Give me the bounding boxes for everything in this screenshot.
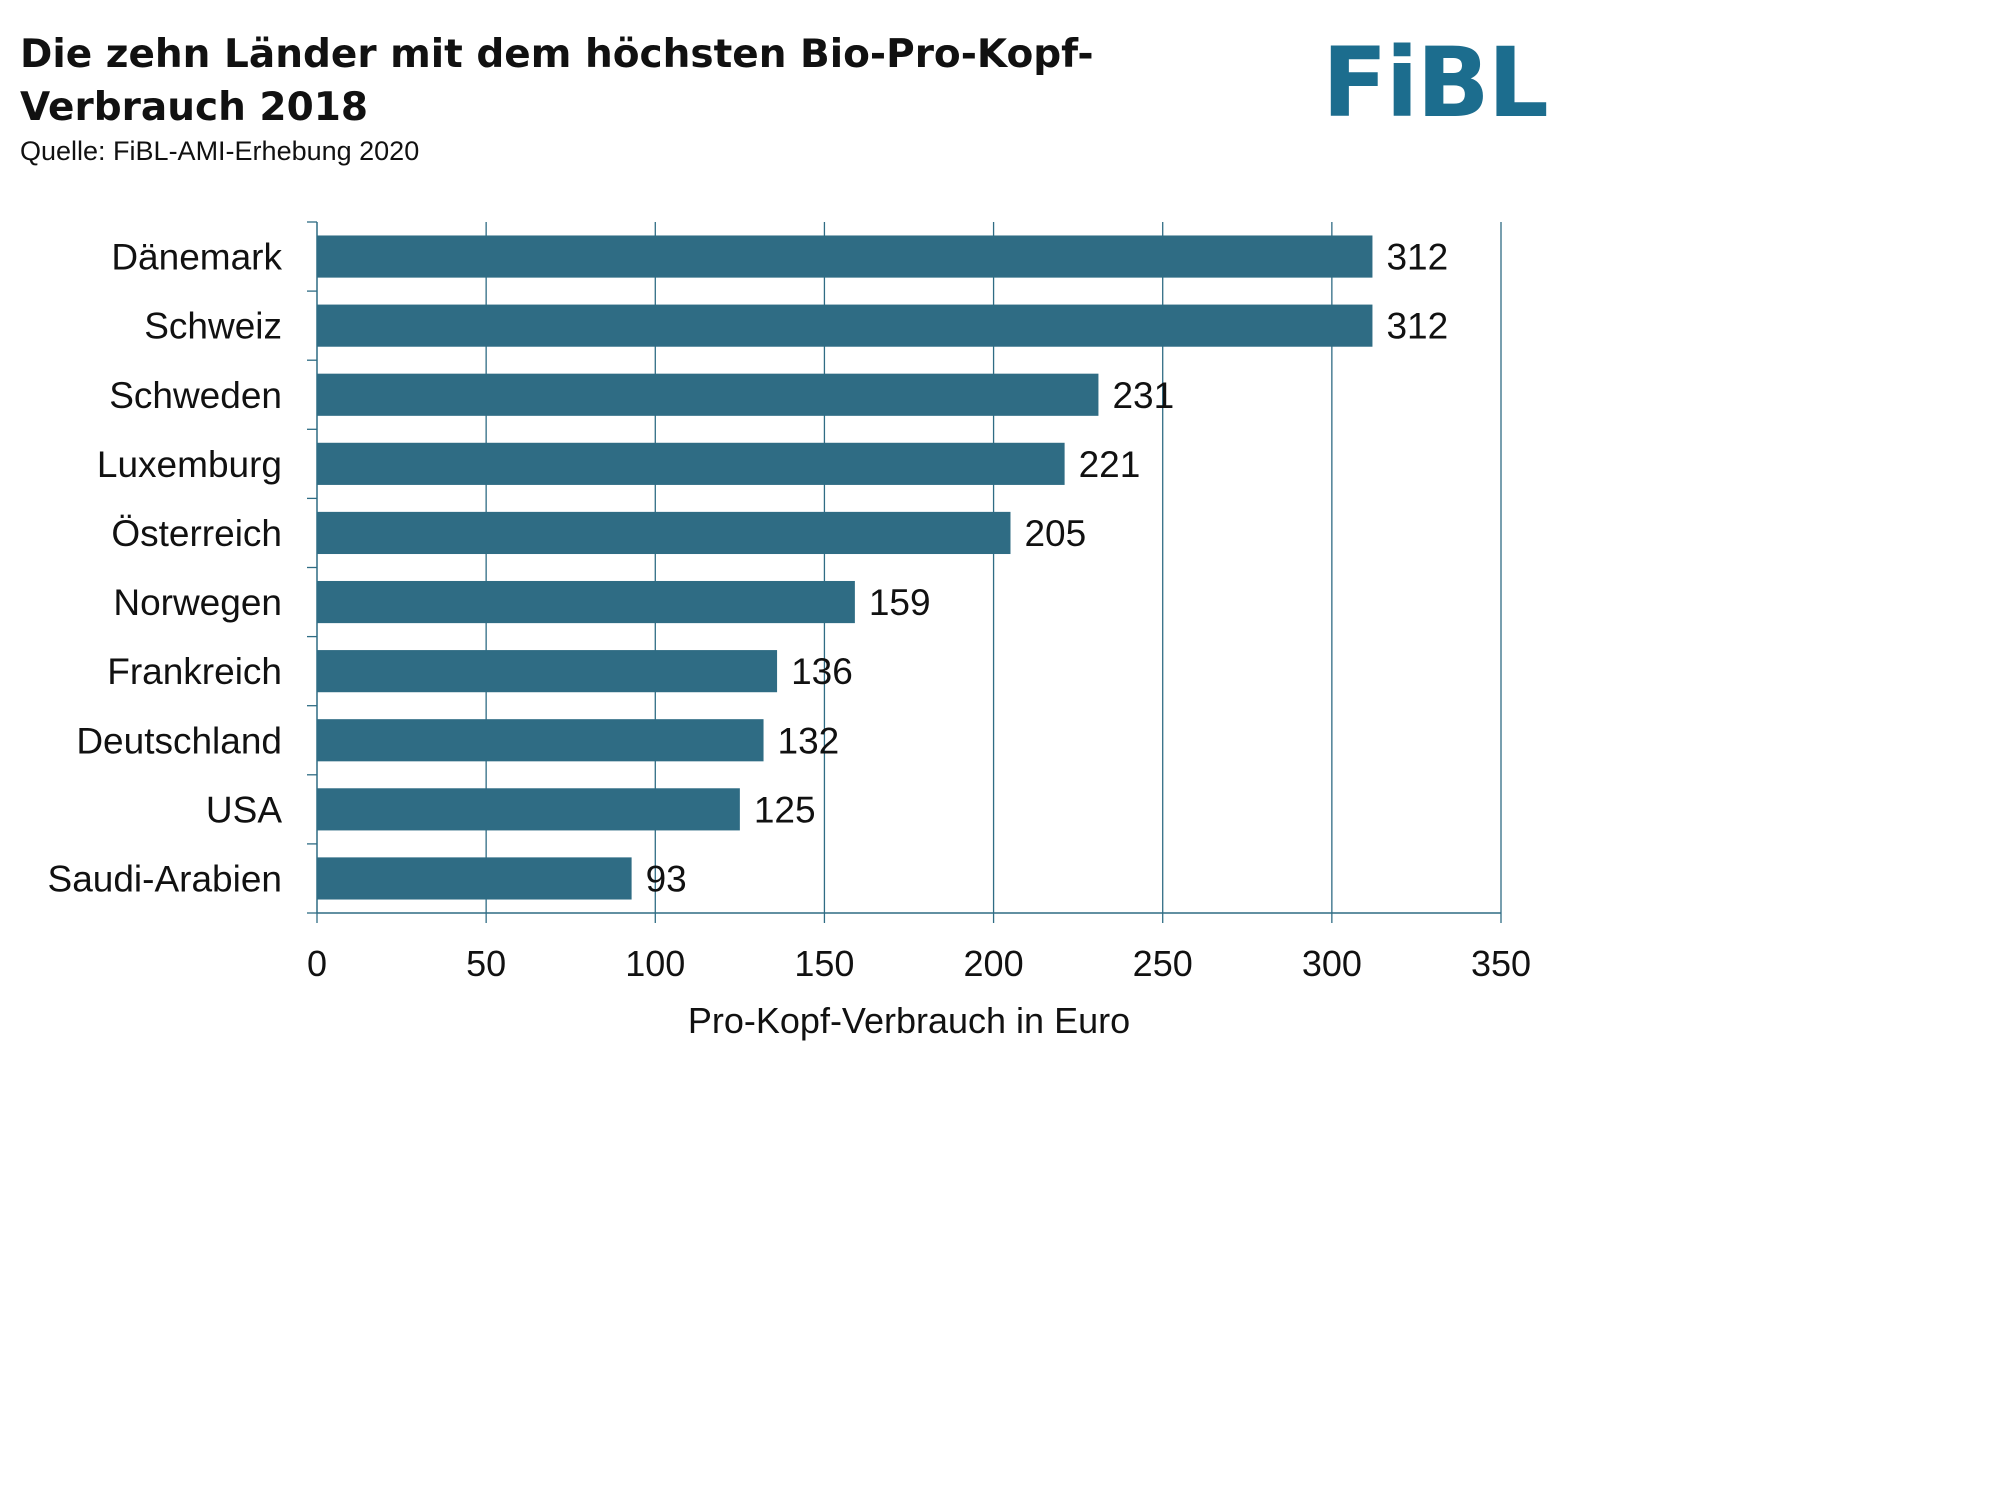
data-label: 312 — [1386, 237, 1448, 278]
bar — [317, 719, 764, 762]
data-label: 125 — [754, 789, 816, 830]
category-label: USA — [206, 789, 282, 830]
data-label: 136 — [791, 651, 853, 692]
bar — [317, 511, 1011, 555]
bar — [317, 580, 855, 624]
bar — [317, 650, 778, 693]
chart-title: Die zehn Länder mit dem höchsten Bio-Pro… — [20, 32, 1094, 130]
data-label: 205 — [1024, 513, 1086, 554]
x-tick-label: 250 — [1133, 943, 1193, 984]
axes — [307, 221, 1502, 923]
x-tick-label: 350 — [1471, 943, 1531, 984]
category-label: Saudi-Arabien — [48, 858, 282, 899]
chart-source: Quelle: FiBL-AMI-Erhebung 2020 — [20, 136, 420, 166]
category-label: Luxemburg — [97, 444, 282, 485]
bar — [317, 857, 632, 900]
data-label: 159 — [869, 582, 931, 623]
x-tick-label: 0 — [307, 943, 327, 984]
bar — [317, 304, 1373, 347]
bars — [317, 235, 1373, 900]
x-axis-title: Pro-Kopf-Verbrauch in Euro — [688, 1000, 1130, 1041]
bar — [317, 788, 740, 831]
category-label: Frankreich — [107, 651, 282, 692]
category-label: Dänemark — [111, 237, 282, 278]
category-label: Österreich — [111, 513, 282, 554]
data-label: 132 — [778, 720, 840, 761]
data-label: 93 — [646, 858, 687, 899]
labels: 0 50 100 150 200 250 300 350 Dänemark 312 Schweiz 3… — [48, 237, 1532, 984]
x-tick-label: 100 — [625, 943, 685, 984]
data-label: 221 — [1079, 444, 1141, 485]
x-tick-label: 300 — [1302, 943, 1362, 984]
category-label: Schweiz — [144, 306, 282, 347]
x-tick-label: 150 — [794, 943, 854, 984]
bar — [317, 235, 1373, 278]
x-tick-label: 200 — [964, 943, 1024, 984]
fibl-logo: FiBL — [1322, 27, 1549, 139]
category-label: Schweden — [109, 375, 282, 416]
category-label: Norwegen — [113, 582, 282, 623]
bar — [317, 373, 1099, 416]
category-label: Deutschland — [76, 720, 282, 761]
data-label: 312 — [1386, 306, 1448, 347]
x-tick-label: 50 — [466, 943, 506, 984]
bar-chart: 0 50 100 150 200 250 300 350 Dänemark 312 Schweiz 3… — [48, 221, 1532, 1041]
bar — [317, 442, 1065, 485]
data-label: 231 — [1112, 375, 1174, 416]
